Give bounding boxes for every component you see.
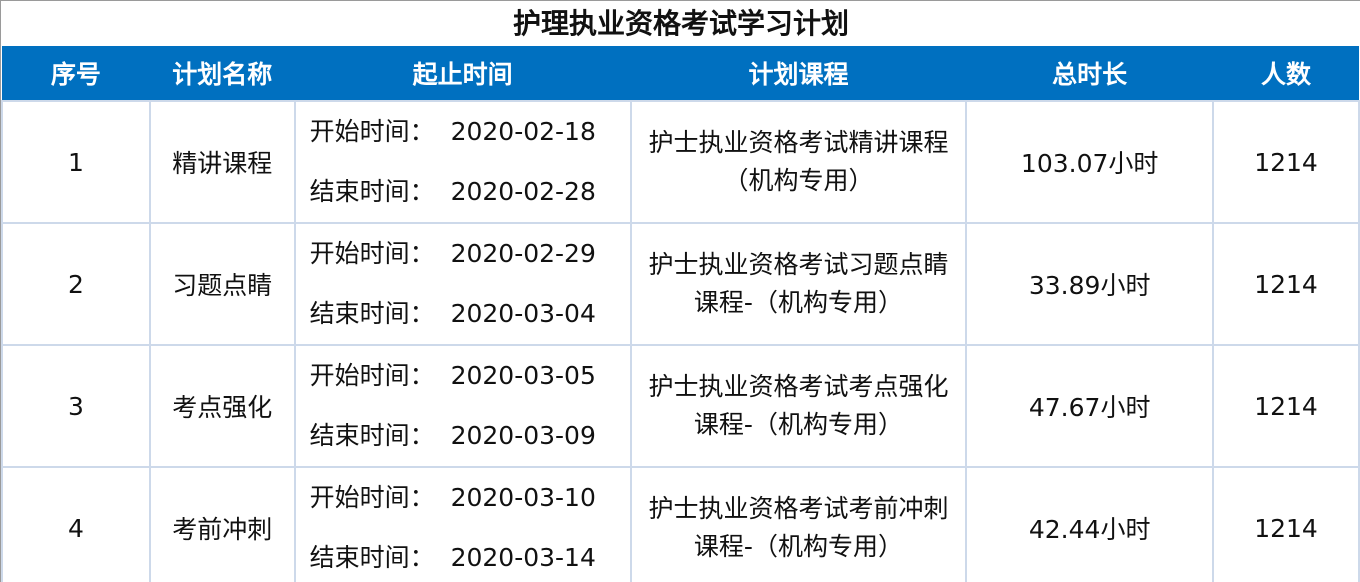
cell-no: 4 bbox=[1, 466, 151, 582]
sheet-title: 护理执业资格考试学习计划 bbox=[512, 7, 849, 40]
cell-duration: 47.67小时 bbox=[965, 344, 1215, 468]
cell-name: 习题点睛 bbox=[148, 222, 296, 346]
start-time: 开始时间： 2020-03-05 bbox=[309, 361, 596, 390]
cell-course: 护士执业资格考试习题点睛课程-（机构专用） bbox=[629, 222, 968, 346]
header-course: 计划课程 bbox=[630, 46, 967, 101]
cell-duration: 42.44小时 bbox=[965, 466, 1215, 582]
header-period: 起止时间 bbox=[294, 46, 631, 101]
start-time: 开始时间： 2020-03-10 bbox=[309, 483, 596, 512]
cell-no: 2 bbox=[1, 222, 151, 346]
cell-period: 开始时间： 2020-02-18 结束时间： 2020-02-28 bbox=[293, 100, 632, 224]
cell-name: 考前冲刺 bbox=[148, 466, 296, 582]
cell-period: 开始时间： 2020-03-10 结束时间： 2020-03-14 bbox=[293, 466, 632, 582]
cell-period: 开始时间： 2020-03-05 结束时间： 2020-03-09 bbox=[293, 344, 632, 468]
header-duration: 总时长 bbox=[966, 46, 1214, 101]
cell-count: 1214 bbox=[1212, 344, 1360, 468]
end-time: 结束时间： 2020-03-09 bbox=[309, 421, 596, 450]
end-time: 结束时间： 2020-03-04 bbox=[309, 299, 596, 328]
cell-count: 1214 bbox=[1212, 222, 1360, 346]
start-time: 开始时间： 2020-02-18 bbox=[309, 117, 596, 146]
header-name: 计划名称 bbox=[149, 46, 295, 101]
header-count: 人数 bbox=[1213, 46, 1359, 101]
table-row: 1 精讲课程 开始时间： 2020-02-18 结束时间： 2020-02-28 … bbox=[1, 100, 1360, 224]
cell-course: 护士执业资格考试考点强化课程-（机构专用） bbox=[629, 344, 968, 468]
cell-period: 开始时间： 2020-02-29 结束时间： 2020-03-04 bbox=[293, 222, 632, 346]
header-no: 序号 bbox=[2, 46, 150, 101]
cell-count: 1214 bbox=[1212, 466, 1360, 582]
header-row: 序号 计划名称 起止时间 计划课程 总时长 人数 bbox=[2, 46, 1359, 101]
table-row: 4 考前冲刺 开始时间： 2020-03-10 结束时间： 2020-03-14 … bbox=[1, 466, 1360, 582]
cell-count: 1214 bbox=[1212, 100, 1360, 224]
cell-duration: 33.89小时 bbox=[965, 222, 1215, 346]
plan-table: 序号 计划名称 起止时间 计划课程 总时长 人数 1 精讲课程 开始时间： 20… bbox=[1, 46, 1360, 582]
cell-name: 精讲课程 bbox=[148, 100, 296, 224]
cell-course: 护士执业资格考试精讲课程（机构专用） bbox=[629, 100, 968, 224]
end-time: 结束时间： 2020-03-14 bbox=[309, 543, 596, 572]
end-time: 结束时间： 2020-02-28 bbox=[309, 177, 596, 206]
cell-name: 考点强化 bbox=[148, 344, 296, 468]
start-time: 开始时间： 2020-02-29 bbox=[309, 239, 596, 268]
table-row: 2 习题点睛 开始时间： 2020-02-29 结束时间： 2020-03-04 … bbox=[1, 222, 1360, 346]
cell-no: 3 bbox=[1, 344, 151, 468]
cell-no: 1 bbox=[1, 100, 151, 224]
cell-duration: 103.07小时 bbox=[965, 100, 1215, 224]
table-row: 3 考点强化 开始时间： 2020-03-05 结束时间： 2020-03-09 … bbox=[1, 344, 1360, 468]
cell-course: 护士执业资格考试考前冲刺课程-（机构专用） bbox=[629, 466, 968, 582]
